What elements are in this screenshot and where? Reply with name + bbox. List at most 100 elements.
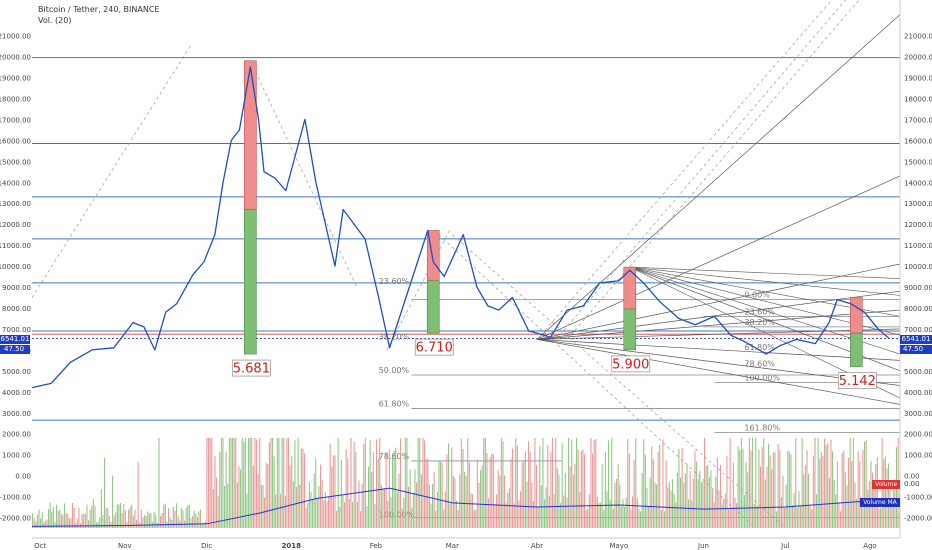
volume-bar	[753, 503, 755, 528]
y-tick-left-2: 19000.00	[0, 74, 31, 82]
volume-bar	[867, 489, 869, 528]
dashed-diagonal-1	[250, 60, 358, 288]
volume-bar	[792, 504, 794, 528]
volume-bar	[350, 437, 352, 528]
y-tick-right-23: -2000.00	[904, 515, 932, 523]
volume-bar	[516, 445, 518, 528]
volume-bar	[745, 462, 747, 528]
volume-ma-line	[31, 487, 890, 527]
volume-bar	[104, 458, 106, 528]
volume-bar	[110, 521, 112, 528]
volume-bar	[417, 437, 419, 528]
volume-bar	[784, 508, 786, 528]
volume-bar	[518, 500, 520, 528]
volume-bar	[102, 514, 104, 528]
volume-bar	[622, 499, 624, 528]
y-tick-left-7: 14000.00	[0, 179, 31, 187]
volume-bar	[651, 446, 653, 528]
y-tick-left-18: 3000.00	[2, 410, 31, 418]
volume-bar	[190, 518, 192, 528]
y-tick-left-20: 1000.00	[2, 452, 31, 460]
volume-bar	[595, 439, 597, 528]
volume-bar	[875, 464, 877, 528]
volume-bar	[304, 453, 306, 528]
y-tick-right-8: 13000.00	[904, 200, 932, 208]
volume-bar	[238, 466, 240, 528]
volume-bar	[364, 437, 366, 528]
volume-bar	[545, 487, 547, 528]
price-line	[31, 66, 890, 389]
volume-bar	[502, 441, 504, 528]
volume-bar	[339, 506, 341, 528]
volume-bar	[859, 461, 861, 528]
drawdown-box-green-1	[426, 280, 440, 334]
volume-bar	[531, 483, 533, 528]
volume-bar	[457, 509, 459, 528]
y-tick-right-18: 3000.00	[904, 410, 932, 418]
volume-bar	[48, 509, 50, 528]
volume-bar	[865, 439, 867, 528]
y-tick-right-20: 1000.00	[904, 452, 932, 460]
left-sub-badge: 47.50	[0, 345, 30, 354]
volume-bar	[280, 493, 282, 528]
volume-bar	[249, 437, 251, 528]
volume-bar	[331, 466, 333, 528]
volume-bar	[134, 509, 136, 528]
volume-bar	[588, 494, 590, 528]
volume-bar	[161, 513, 163, 528]
volume-bar	[222, 437, 224, 528]
volume-bar	[96, 522, 98, 528]
volume-bar	[224, 486, 226, 528]
volume-bar	[451, 447, 453, 528]
volume-bar	[864, 441, 866, 528]
volume-bar	[131, 504, 133, 528]
volume-bar	[94, 505, 96, 528]
volume-bar	[433, 471, 435, 528]
volume-ma-legend-tag: Volume MA	[860, 498, 900, 507]
volume-bar	[742, 448, 744, 528]
volume-bar	[235, 437, 237, 528]
volume-bar	[257, 473, 259, 528]
volume-bar	[464, 471, 466, 528]
volume-bar	[547, 445, 549, 528]
volume-bar	[150, 512, 152, 528]
volume-bar	[259, 437, 261, 528]
volume-bar	[176, 503, 178, 528]
volume-bar	[787, 450, 789, 528]
volume-bar	[225, 451, 227, 528]
volume-bar	[528, 441, 530, 528]
volume-bar	[440, 461, 442, 528]
x-tick-9: Jul	[780, 542, 790, 550]
volume-bar	[70, 517, 72, 528]
y-tick-left-12: 9000.00	[2, 284, 31, 292]
volume-bar	[41, 511, 43, 528]
volume-bar	[208, 437, 210, 528]
volume-bar	[504, 475, 506, 528]
volume-bar	[38, 509, 40, 528]
volume-bar	[801, 437, 803, 528]
volume-bar	[769, 455, 771, 528]
volume-bar	[392, 456, 394, 528]
volume-bar	[270, 437, 272, 528]
volume-bar	[177, 516, 179, 528]
volume-bar	[777, 444, 779, 528]
volume-bar	[752, 437, 754, 528]
volume-bar	[57, 510, 59, 528]
volume-bar	[715, 476, 717, 528]
volume-bar	[187, 505, 189, 528]
volume-bar	[892, 488, 894, 528]
volume-bar	[436, 492, 438, 528]
volume-bar	[772, 452, 774, 528]
volume-bar	[497, 469, 499, 528]
x-tick-5: Mar	[446, 542, 459, 550]
volume-bar	[560, 502, 562, 528]
volume-bar	[342, 494, 344, 528]
volume-bar	[740, 437, 742, 528]
volume-bar	[750, 450, 752, 528]
volume-bar	[380, 485, 382, 528]
volume-bar	[544, 499, 546, 528]
ratio-label-box-3	[837, 372, 877, 390]
volume-bar	[316, 498, 318, 528]
volume-bar	[382, 488, 384, 528]
